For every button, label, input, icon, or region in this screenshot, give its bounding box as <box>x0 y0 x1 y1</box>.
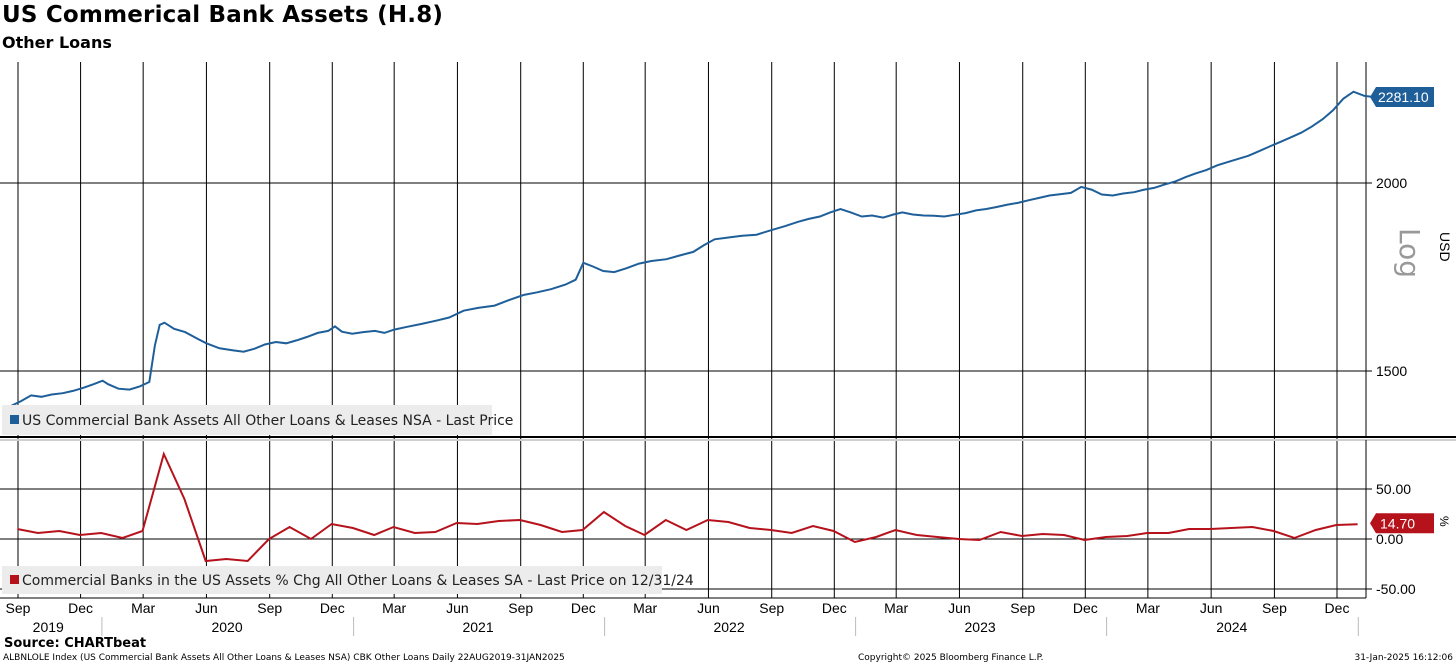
x-month-label: Jun <box>195 600 218 616</box>
bottom-ytick-label: 0.00 <box>1376 531 1403 547</box>
x-month-label: Sep <box>1010 600 1035 616</box>
top-last-value-label: 2281.10 <box>1378 89 1429 105</box>
bottom-panel: 50.00 0.00 -50.00 14.70 % Commercial Banks in… <box>0 440 1451 598</box>
bottom-ytick-label: -50.00 <box>1376 581 1416 597</box>
x-month-label: Dec <box>1325 600 1350 616</box>
copyright-note: Copyright© 2025 Bloomberg Finance L.P. <box>858 653 1044 663</box>
x-year-label: 2024 <box>1216 619 1247 635</box>
x-month-label: Mar <box>131 600 155 616</box>
x-month-label: Jun <box>948 600 971 616</box>
bottom-legend-swatch <box>10 575 19 584</box>
index-description: ALBNLOLE Index (US Commercial Bank Asset… <box>3 653 565 663</box>
x-month-label: Dec <box>822 600 847 616</box>
bottom-series-line <box>17 451 1358 563</box>
x-year-label: 2019 <box>33 619 64 635</box>
x-month-label: Dec <box>571 600 596 616</box>
top-ylabel: USD <box>1437 232 1453 262</box>
top-last-value-badge <box>1370 87 1434 108</box>
bottom-legend-box <box>2 566 662 594</box>
x-year-label: 2023 <box>965 619 996 635</box>
bottom-last-value-badge <box>1370 513 1434 534</box>
x-year-label: 2022 <box>713 619 744 635</box>
panel-divider-shadow <box>0 439 1456 441</box>
top-legend-box <box>2 405 492 435</box>
top-ytick-label: 2000 <box>1376 175 1407 191</box>
x-axis: Sep Dec Mar Jun Sep Dec Mar Jun Sep Dec Mar Jun Sep D… <box>0 597 1366 636</box>
x-year-label: 2021 <box>462 619 493 635</box>
top-panel: 1500 2000 2281.10 Log USD US Commercial Bank … <box>0 62 1456 441</box>
x-month-label: Dec <box>68 600 93 616</box>
x-month-label: Sep <box>257 600 282 616</box>
x-month-label: Dec <box>320 600 345 616</box>
top-legend-label: US Commercial Bank Assets All Other Loan… <box>22 413 513 429</box>
x-month-label: Mar <box>1136 600 1160 616</box>
bottom-ylabel: % <box>1437 516 1451 527</box>
timestamp: 31-Jan-2025 16:12:06 <box>1354 653 1453 663</box>
source-note: Source: CHARTbeat <box>4 636 147 651</box>
top-ytick-label: 1500 <box>1376 363 1407 379</box>
x-month-label: Sep <box>508 600 533 616</box>
chart-subtitle: Other Loans <box>2 33 112 52</box>
x-month-label: Mar <box>884 600 908 616</box>
top-series-line <box>10 90 1375 407</box>
x-month-label: Jun <box>1200 600 1223 616</box>
x-month-label: Mar <box>633 600 657 616</box>
vertical-gridlines <box>17 62 1338 598</box>
chart-title: US Commerical Bank Assets (H.8) <box>2 2 444 28</box>
x-month-label: Sep <box>1262 600 1287 616</box>
scale-label-log: Log <box>1393 228 1426 278</box>
x-month-label: Jun <box>446 600 469 616</box>
bottom-legend-label: Commercial Banks in the US Assets % Chg … <box>22 573 694 589</box>
bottom-ytick-label: 50.00 <box>1376 481 1411 497</box>
x-month-label: Sep <box>6 600 31 616</box>
bottom-last-value-label: 14.70 <box>1380 515 1415 531</box>
x-month-label: Mar <box>382 600 406 616</box>
top-legend-swatch <box>10 415 19 424</box>
x-month-label: Jun <box>697 600 720 616</box>
x-year-label: 2020 <box>211 619 242 635</box>
x-month-label: Dec <box>1073 600 1098 616</box>
x-month-label: Sep <box>759 600 784 616</box>
